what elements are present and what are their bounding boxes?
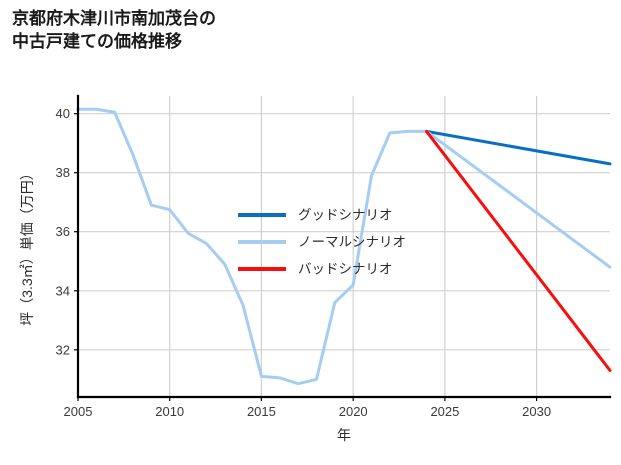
legend-label-バッドシナリオ[interactable]: バッドシナリオ	[298, 262, 393, 277]
y-tick-label: 34	[56, 283, 70, 298]
series-line-ノーマルシナリオ	[76, 107, 612, 386]
series-line-バッドシナリオ	[425, 129, 612, 372]
legend-label-グッドシナリオ[interactable]: グッドシナリオ	[298, 208, 393, 223]
y-tick-label: 32	[56, 342, 70, 357]
x-tick-label: 2015	[247, 404, 276, 419]
series-line-グッドシナリオ	[425, 129, 612, 166]
x-tick-label: 2020	[339, 404, 368, 419]
x-tick-label: 2005	[64, 404, 93, 419]
y-tick-label: 38	[56, 165, 70, 180]
axes	[76, 94, 612, 399]
y-axis-title: 坪（3.3㎡）単価（万円）	[19, 166, 35, 325]
legend-label-ノーマルシナリオ[interactable]: ノーマルシナリオ	[298, 235, 406, 250]
x-tick-label: 2030	[522, 404, 551, 419]
y-tick-label: 36	[56, 224, 70, 239]
x-tick-labels: 2005 2010 2015 2020 2025 2030	[64, 397, 551, 419]
series-lines	[76, 107, 612, 386]
x-axis-title: 年	[337, 427, 351, 443]
x-tick-label: 2025	[430, 404, 459, 419]
chart-title: 京都府木津川市南加茂台の 中古戸建ての価格推移	[12, 9, 216, 51]
y-tick-labels: 32 34 36 38 40	[56, 106, 78, 357]
x-tick-label: 2010	[155, 404, 184, 419]
y-tick-label: 40	[56, 106, 70, 121]
